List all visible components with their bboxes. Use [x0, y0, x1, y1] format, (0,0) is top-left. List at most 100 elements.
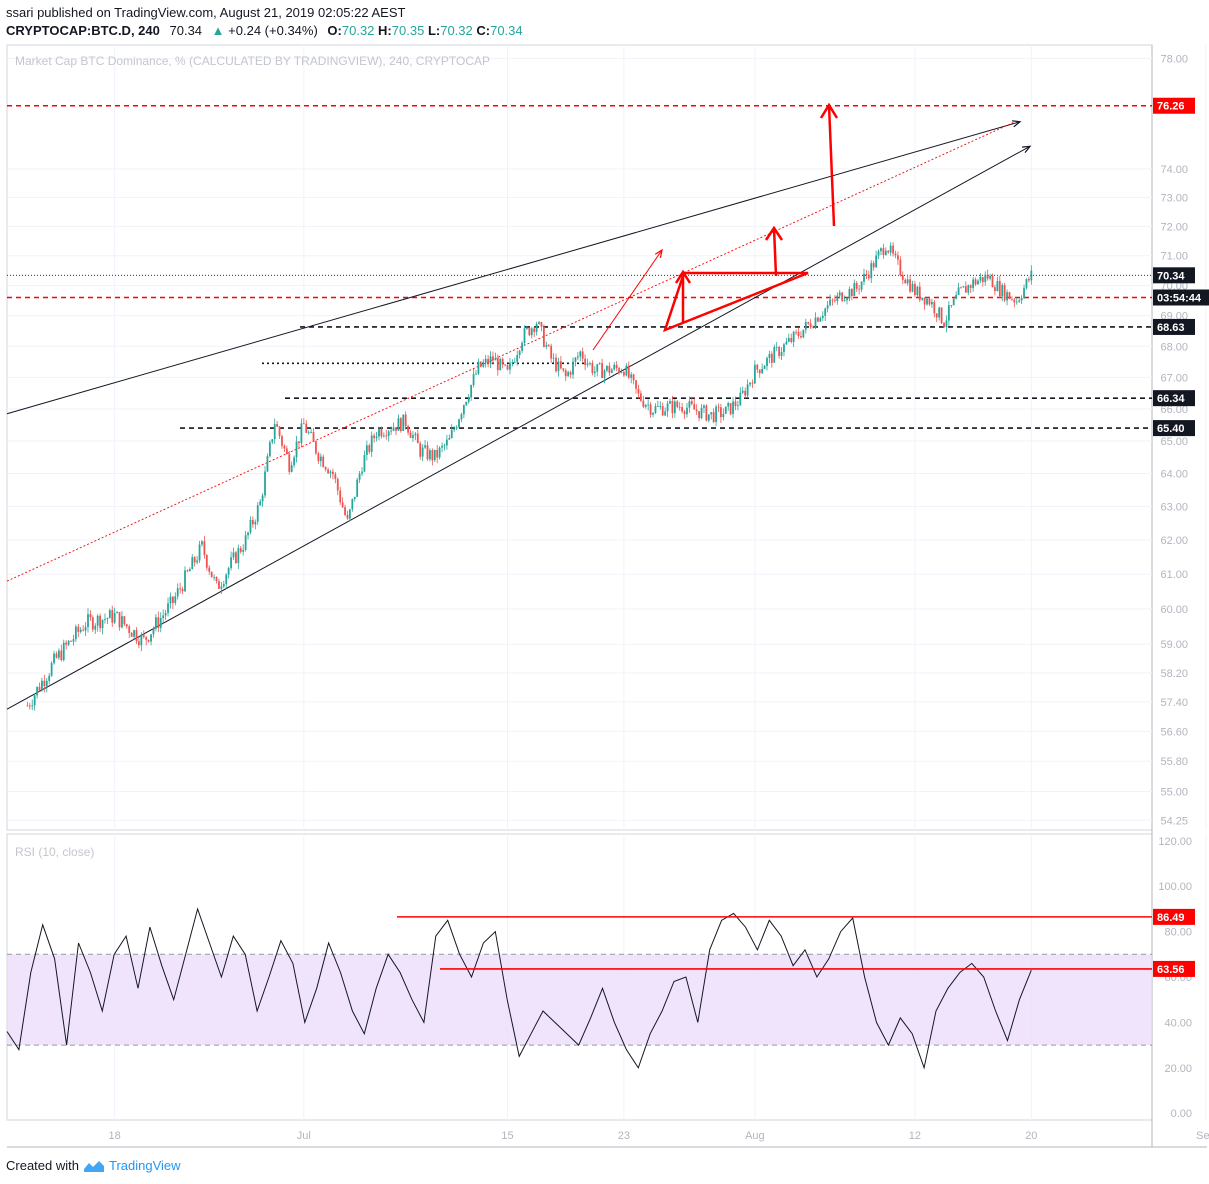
candle-body: [829, 299, 831, 306]
candle-body: [591, 362, 594, 374]
candle-body: [402, 414, 405, 432]
candle-body: [826, 305, 829, 309]
candle-body: [661, 406, 664, 416]
candle-body: [332, 471, 334, 475]
candle-body: [317, 453, 320, 462]
candle-body: [45, 680, 48, 687]
price-tick-label: 70.00: [1160, 280, 1188, 292]
time-tick-label: 18: [109, 1130, 121, 1142]
candle-body: [1018, 300, 1021, 302]
candle-body: [450, 429, 453, 438]
candle-body: [324, 467, 327, 470]
candle-body: [715, 406, 717, 423]
candle-body: [247, 532, 249, 536]
rsi-tick-label: 100.00: [1158, 881, 1192, 893]
price-tick-label: 73.00: [1160, 192, 1188, 204]
candle-body: [741, 390, 744, 393]
price-axis-label: 03:54:44: [1157, 292, 1202, 304]
candle-body: [950, 305, 953, 306]
candle-body: [635, 380, 637, 389]
price-tick-label: 59.00: [1160, 639, 1188, 651]
price-tick-label: 66.00: [1160, 404, 1188, 416]
candle-body: [213, 576, 215, 578]
candle-body: [584, 358, 587, 365]
breakout-arrow-small-head: [674, 269, 692, 284]
candle-body: [666, 403, 669, 412]
rsi-tick-label: 80.00: [1164, 927, 1192, 939]
candle-body: [887, 250, 890, 253]
candle-body: [960, 287, 962, 289]
candle-body: [957, 287, 960, 295]
candle-body: [654, 406, 657, 413]
candle-body: [327, 469, 329, 474]
open-label: O:: [327, 23, 342, 38]
candle-body: [926, 298, 928, 305]
candle-body: [244, 535, 247, 550]
candle-body: [703, 405, 705, 408]
candle-body: [669, 401, 671, 404]
candle-body: [1003, 285, 1006, 301]
candle-body: [365, 445, 368, 455]
candle-body: [526, 327, 528, 329]
candle-body: [521, 342, 523, 351]
candle-body: [863, 273, 865, 282]
candle-body: [598, 363, 601, 365]
candle-body: [334, 474, 337, 479]
candle-body: [239, 548, 242, 552]
tradingview-brand[interactable]: TradingView: [108, 1158, 181, 1173]
candle-body: [557, 361, 560, 372]
candle-body: [795, 331, 797, 333]
candle-body: [889, 245, 892, 253]
price-change: +0.24 (+0.34%): [228, 23, 318, 38]
author-name[interactable]: ssari: [6, 5, 34, 20]
candle-body: [897, 255, 899, 260]
candle-body: [193, 557, 196, 563]
candle-body: [523, 328, 526, 343]
candle-body: [225, 574, 228, 585]
candle-body: [67, 640, 70, 645]
candle-body: [785, 341, 788, 345]
candle-body: [712, 412, 715, 423]
candle-body: [911, 283, 914, 292]
candle-body: [705, 405, 708, 421]
candle-body: [707, 414, 710, 421]
time-tick-label: Jul: [297, 1130, 311, 1142]
candle-body: [268, 442, 271, 457]
candle-body: [254, 521, 257, 525]
candle-body: [191, 557, 194, 570]
candle-body: [870, 263, 873, 279]
candle-body: [535, 323, 538, 332]
candle-body: [841, 292, 844, 301]
candle-body: [315, 441, 317, 454]
candle-body: [528, 327, 531, 336]
candle-body: [542, 326, 545, 347]
candle-body: [341, 502, 344, 508]
candle-body: [404, 414, 407, 427]
candle-body: [610, 369, 613, 373]
candle-body: [218, 581, 220, 589]
candle-body: [133, 630, 135, 637]
target-arrow-mid: [772, 227, 778, 277]
candle-body: [569, 372, 572, 375]
candle-body: [433, 449, 436, 461]
price-tick-label: 56.60: [1160, 726, 1188, 738]
candle-body: [489, 356, 492, 365]
candle-body: [596, 364, 599, 372]
candle-body: [637, 388, 640, 394]
price-axis-label: 66.34: [1157, 393, 1185, 405]
candle-body: [378, 429, 380, 437]
candle-body: [472, 374, 475, 386]
rsi-tick-label: 120.00: [1158, 836, 1192, 848]
candle-body: [53, 653, 55, 664]
candle-body: [467, 397, 470, 402]
price-tick-label: 72.00: [1160, 221, 1188, 233]
candle-body: [487, 358, 490, 365]
rsi-tick-label: 0.00: [1171, 1108, 1192, 1120]
candle-body: [552, 357, 555, 359]
candle-body: [1030, 270, 1033, 281]
candle-body: [1015, 301, 1018, 303]
candle-body: [906, 279, 909, 284]
candle-body: [986, 274, 989, 279]
candle-body: [70, 640, 72, 642]
